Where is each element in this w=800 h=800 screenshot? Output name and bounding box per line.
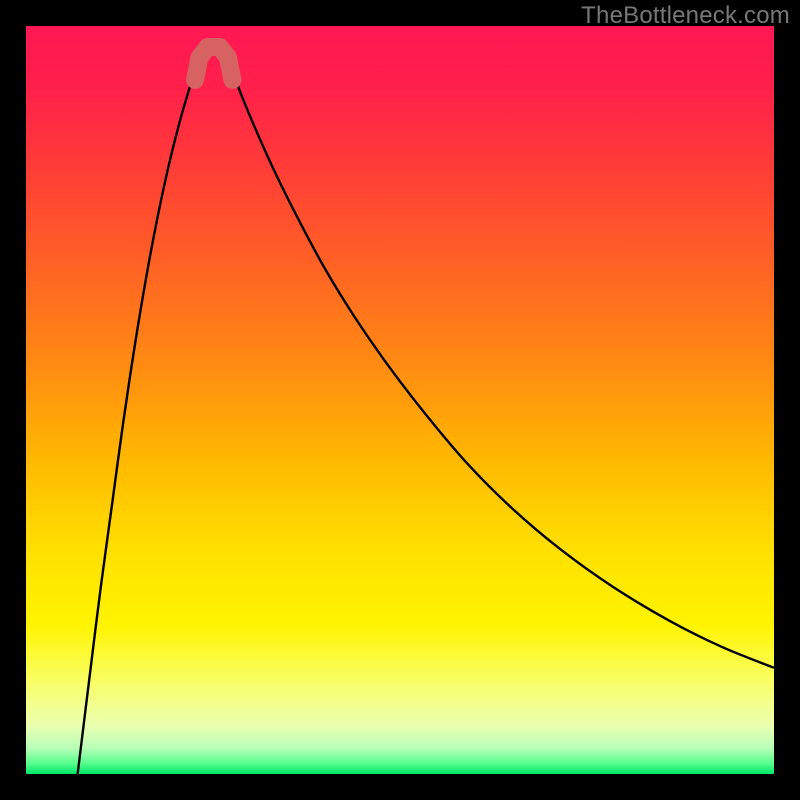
plot-area — [26, 26, 774, 774]
bottleneck-curve-right — [232, 71, 774, 668]
curve-layer — [26, 26, 774, 774]
trough-marker — [195, 47, 232, 80]
bottleneck-curve-left — [78, 71, 195, 774]
watermark-text: TheBottleneck.com — [581, 2, 790, 30]
